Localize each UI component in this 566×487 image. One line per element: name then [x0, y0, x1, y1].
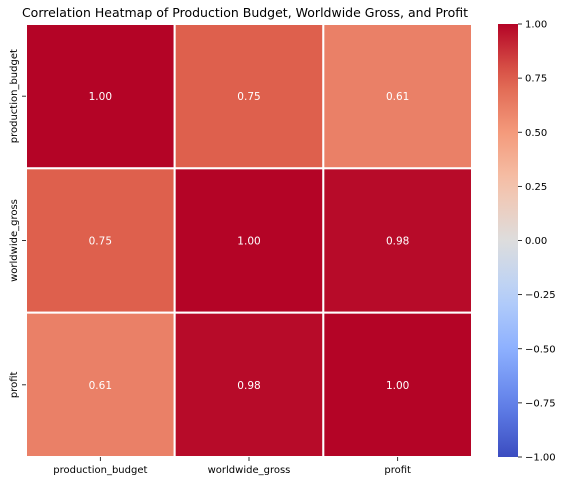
cell-annotation: 0.61 — [89, 380, 112, 392]
colorbar-tick-label: 0.75 — [525, 74, 547, 85]
x-tick-label: profit — [384, 465, 411, 476]
colorbar-tick-label: 0.50 — [525, 128, 547, 139]
cell-annotation: 0.75 — [89, 236, 112, 248]
x-tick-label: production_budget — [53, 465, 147, 476]
heatmap-cell — [173, 311, 325, 458]
x-axis: production_budget worldwide_gross profit — [53, 457, 411, 476]
cell-annotation: 1.00 — [237, 236, 260, 248]
cell-annotation: 1.00 — [89, 91, 112, 103]
heatmap-cell — [322, 23, 474, 170]
colorbar-tick-label: −0.75 — [525, 398, 556, 409]
chart-title: Correlation Heatmap of Production Budget… — [22, 5, 468, 20]
cell-annotation: 0.98 — [237, 380, 260, 392]
cell-annotation: 0.61 — [386, 91, 409, 103]
x-tick-label: worldwide_gross — [208, 465, 291, 476]
heatmap-cell — [322, 167, 474, 314]
colorbar-tick-label: 0.00 — [525, 236, 547, 247]
cell-annotation: 0.75 — [237, 91, 260, 103]
cell-annotation: 1.00 — [386, 380, 409, 392]
heatmap-cell — [25, 23, 176, 170]
y-tick-label: profit — [9, 371, 20, 398]
colorbar-gradient — [498, 24, 518, 457]
heatmap-cell — [173, 23, 325, 170]
heatmap-cell — [173, 167, 325, 314]
heatmap-cell — [25, 167, 176, 314]
y-tick-label: production_budget — [9, 49, 20, 143]
colorbar-tick-label: −0.50 — [525, 344, 556, 355]
colorbar: 1.00 0.75 0.50 0.25 0.00 −0.25 −0.50 −0.75 −1.00 — [498, 20, 556, 464]
cell-annotation: 0.98 — [386, 236, 409, 248]
colorbar-tick-label: 1.00 — [525, 20, 547, 31]
colorbar-tick-label: −0.25 — [525, 290, 556, 301]
colorbar-tick-label: −1.00 — [525, 453, 556, 464]
colorbar-tick-label: 0.25 — [525, 182, 547, 193]
heatmap-cells: 1.00 0.75 0.61 0.75 1.00 0.98 0.61 0.98 1.00 — [25, 23, 474, 458]
y-tick-label: worldwide_gross — [9, 199, 20, 282]
